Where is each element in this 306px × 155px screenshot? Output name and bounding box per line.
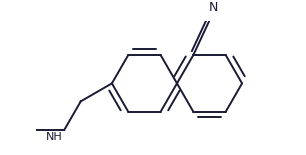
Text: N: N [208, 1, 218, 14]
Text: NH: NH [46, 132, 63, 142]
